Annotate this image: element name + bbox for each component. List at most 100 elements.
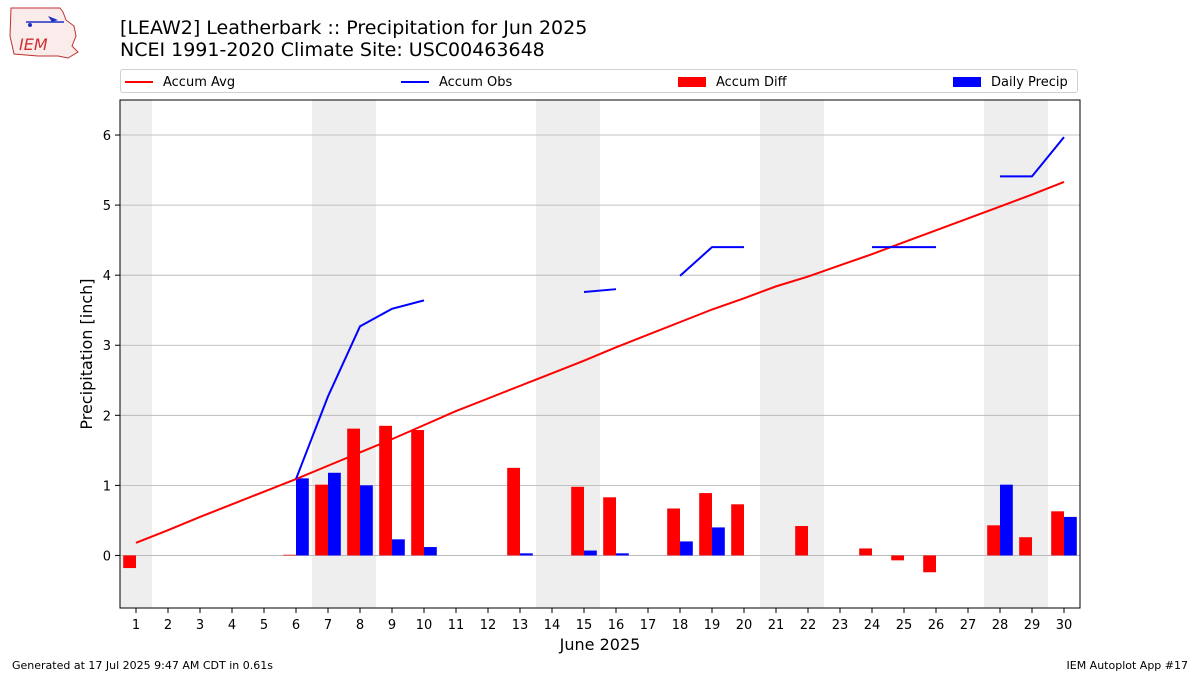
legend-swatch-daily-precip [953, 77, 981, 87]
x-tick-label-24: 24 [864, 618, 881, 633]
x-tick-label-26: 26 [928, 618, 945, 633]
accum-diff-bar-day-13 [507, 467, 520, 556]
x-tick-label-15: 15 [576, 618, 593, 633]
weekend-band-day-21 [760, 100, 792, 608]
accum-diff-bar-day-16 [603, 497, 616, 556]
legend: Accum Avg Accum Obs Accum Diff Daily Pre… [120, 69, 1078, 93]
legend-label-daily-precip: Daily Precip [991, 74, 1068, 90]
daily-precip-bar-day-16 [616, 553, 629, 556]
y-axis: 0 1 2 3 4 5 6 [103, 129, 120, 564]
x-tick-label-23: 23 [832, 618, 849, 633]
x-axis: 1 2 3 4 5 6 7 8 9 10 11 12 13 14 15 16 17 18 19 20 21 22 23 24 2… [132, 608, 1072, 633]
y-tick-label-3: 3 [103, 339, 111, 354]
x-tick-label-8: 8 [356, 618, 364, 633]
accum-obs-line-segment-4 [1000, 136, 1065, 178]
y-tick-label-2: 2 [103, 409, 111, 424]
legend-label-accum-avg: Accum Avg [163, 74, 236, 90]
legend-swatch-accum-avg [125, 81, 153, 83]
y-tick-label-0: 0 [103, 549, 111, 564]
y-tick-label-5: 5 [103, 199, 111, 214]
x-tick-label-9: 9 [388, 618, 396, 633]
accum-diff-bar-day-15 [571, 486, 584, 556]
accum-diff-bar-day-22 [795, 526, 808, 556]
x-tick-label-1: 1 [132, 618, 140, 633]
footer-generated-text: Generated at 17 Jul 2025 9:47 AM CDT in … [12, 659, 273, 672]
x-tick-label-16: 16 [608, 618, 625, 633]
legend-label-accum-diff: Accum Diff [716, 74, 787, 90]
weekend-band-day-14 [536, 100, 568, 608]
x-tick-label-12: 12 [480, 618, 497, 633]
x-tick-label-20: 20 [736, 618, 753, 633]
legend-label-accum-obs: Accum Obs [439, 74, 513, 90]
accum-diff-bar-day-6 [283, 554, 296, 556]
accum-diff-bar-day-30 [1051, 511, 1064, 556]
accum-diff-bar-day-18 [667, 508, 680, 556]
legend-item-accum-obs: Accum Obs [401, 73, 512, 91]
x-tick-label-21: 21 [768, 618, 785, 633]
x-tick-label-19: 19 [704, 618, 721, 633]
x-tick-label-25: 25 [896, 618, 913, 633]
accum-diff-bar-day-26 [923, 555, 936, 573]
x-tick-label-7: 7 [324, 618, 332, 633]
lines-layer [135, 136, 1065, 544]
accum-diff-bar-day-7 [315, 484, 328, 556]
x-tick-label-2: 2 [164, 618, 172, 633]
x-tick-label-11: 11 [448, 618, 465, 633]
legend-swatch-accum-obs [401, 81, 429, 83]
bars-layer [123, 425, 1077, 573]
accum-diff-bar-day-19 [699, 493, 712, 556]
daily-precip-bar-day-7 [328, 472, 341, 556]
x-tick-label-30: 30 [1056, 618, 1073, 633]
x-tick-label-10: 10 [416, 618, 433, 633]
weekend-band-day-22 [792, 100, 824, 608]
accum-diff-bar-day-28 [987, 525, 1000, 556]
accum-diff-bar-day-29 [1019, 537, 1032, 556]
x-tick-label-4: 4 [228, 618, 236, 633]
y-tick-label-6: 6 [103, 129, 111, 144]
accum-obs-line-segment-1 [583, 288, 617, 293]
x-tick-label-6: 6 [292, 618, 300, 633]
x-tick-label-14: 14 [544, 618, 561, 633]
legend-item-daily-precip: Daily Precip [953, 73, 1068, 91]
legend-swatch-accum-diff [678, 77, 706, 87]
daily-precip-bar-day-9 [392, 539, 405, 556]
daily-precip-bar-day-28 [1000, 484, 1013, 556]
accum-diff-bar-day-1 [123, 555, 136, 569]
y-tick-label-1: 1 [103, 479, 111, 494]
x-axis-label: June 2025 [559, 635, 641, 654]
x-tick-label-29: 29 [1024, 618, 1041, 633]
x-tick-label-17: 17 [640, 618, 657, 633]
iem-logo: IEM [8, 6, 80, 60]
plot-frame [119, 99, 1081, 609]
daily-precip-bar-day-6 [296, 478, 309, 556]
x-tick-label-3: 3 [196, 618, 204, 633]
daily-precip-bar-day-19 [712, 527, 725, 556]
x-tick-label-27: 27 [960, 618, 977, 633]
accum-obs-line-segment-2 [679, 246, 744, 277]
y-axis-label: Precipitation [inch] [77, 278, 96, 429]
daily-precip-bar-day-15 [584, 550, 597, 556]
logo-text: IEM [19, 35, 48, 54]
daily-precip-bar-day-30 [1064, 516, 1077, 556]
accum-diff-bar-day-10 [411, 430, 424, 556]
x-tick-label-5: 5 [260, 618, 268, 633]
weekend-band-day-29 [1016, 100, 1048, 608]
accum-avg-line-segment-0 [135, 181, 1065, 544]
accum-diff-bar-day-9 [379, 425, 392, 556]
weekend-band-day-1 [120, 100, 152, 608]
x-tick-label-28: 28 [992, 618, 1009, 633]
legend-item-accum-avg: Accum Avg [125, 73, 235, 91]
legend-item-accum-diff: Accum Diff [678, 73, 787, 91]
accum-diff-bar-day-8 [347, 428, 360, 556]
y-tick-label-4: 4 [103, 269, 111, 284]
accum-diff-bar-day-25 [891, 555, 904, 561]
daily-precip-bar-day-13 [520, 553, 533, 556]
chart-title: [LEAW2] Leatherbark :: Precipitation for… [120, 17, 588, 39]
daily-precip-bar-day-8 [360, 485, 373, 556]
daily-precip-bar-day-18 [680, 541, 693, 556]
accum-obs-line-segment-0 [295, 299, 425, 480]
x-tick-label-13: 13 [512, 618, 529, 633]
accum-diff-bar-day-20 [731, 504, 744, 556]
chart-subtitle: NCEI 1991-2020 Climate Site: USC00463648 [120, 39, 545, 61]
